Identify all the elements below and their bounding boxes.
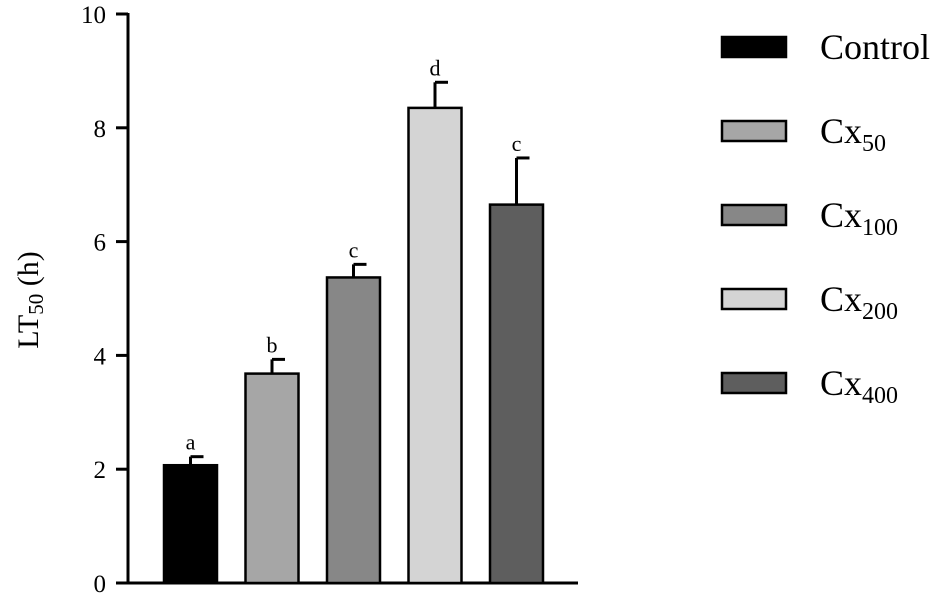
legend-label-1: Cx50 [820, 111, 886, 157]
bar-0 [162, 463, 219, 585]
significance-label-4: c [512, 131, 522, 156]
legend-label-sub-2: 100 [862, 215, 898, 241]
bar-1 [244, 372, 300, 585]
legend-swatch-4 [720, 371, 788, 395]
bar-2 [325, 276, 382, 585]
y-tick-label-2: 4 [94, 343, 107, 370]
legend-swatch-2 [720, 203, 788, 227]
y-tick-label-5: 10 [81, 2, 106, 29]
legend-swatch-1 [720, 119, 788, 143]
legend-label-4: Cx400 [820, 363, 898, 409]
y-tick-label-0: 0 [94, 571, 107, 598]
legend-swatch-3 [720, 287, 788, 311]
significance-label-3: d [430, 55, 441, 80]
bar-3 [407, 106, 463, 585]
legend-label-base-4: Cx [820, 363, 862, 403]
legend-label-3: Cx200 [820, 279, 898, 325]
legend-label-0: Control [820, 27, 930, 67]
significance-label-1: b [267, 332, 278, 357]
legend-label-base-1: Cx [820, 111, 862, 151]
significance-label-0: a [186, 430, 196, 455]
y-axis-title: LT50 (h) [12, 251, 48, 348]
legend-label-sub-4: 400 [862, 383, 898, 409]
legend-label-sub-1: 50 [862, 131, 886, 157]
legend-label-sub-3: 200 [862, 299, 898, 325]
legend-label-base-3: Cx [820, 279, 862, 319]
y-tick-label-3: 6 [94, 230, 107, 257]
y-axis-title-main: LT [12, 315, 45, 349]
legend-swatch-0 [720, 35, 788, 59]
legend-label-2: Cx100 [820, 195, 898, 241]
y-axis-title-sub: 50 [24, 294, 48, 315]
bars: a b c d c [162, 55, 545, 585]
legend-label-base-2: Cx [820, 195, 862, 235]
bar-4 [488, 203, 545, 585]
y-axis-title-suffix: (h) [12, 251, 45, 293]
y-tick-label-1: 2 [94, 457, 107, 484]
y-tick-label-4: 8 [94, 116, 107, 143]
significance-label-2: c [349, 237, 359, 262]
